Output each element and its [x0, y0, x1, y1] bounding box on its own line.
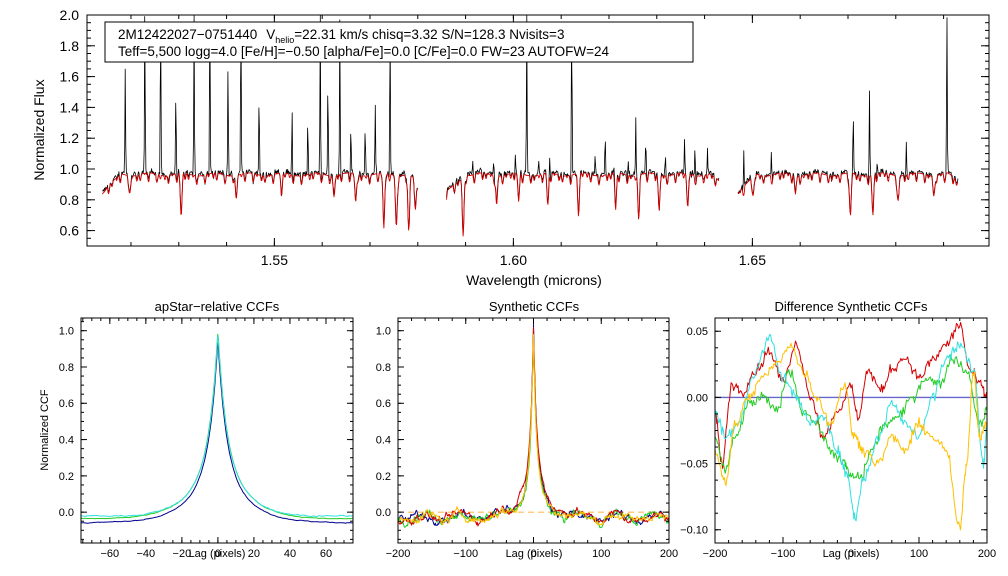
y-tick-label: 0.6 [59, 398, 74, 410]
difference-ccf-ticks: −200 −100 0 100 200 −0.10 −0.05 0.00 0.05 [680, 318, 996, 560]
y-tick-label: 0.4 [59, 435, 74, 447]
y-tick-label: 1.8 [60, 38, 80, 54]
y-tick-label: 0.8 [60, 192, 80, 208]
apstar-ccf-title: apStar−relative CCFs [155, 299, 280, 314]
spectrum-panel: 1.55 1.60 1.65 0.6 0.8 1.0 1.2 1.4 1.6 1.8 2.0 2M1… [31, 7, 990, 288]
spectrum-lines [101, 14, 959, 237]
synthetic-ccf-panel: Synthetic CCFs −200 −100 0 100 200 0.0 0.2 0.4 0… [376, 299, 678, 560]
difference-ccf-panel: Difference Synthetic CCFs −200 −100 0 100 20… [680, 299, 996, 560]
x-tick-label: 100 [592, 548, 610, 560]
y-tick-label: 1.6 [60, 69, 80, 85]
y-tick-label: 1.0 [59, 326, 74, 338]
apstar-ccf-lines [80, 333, 354, 524]
y-tick-label: 0.6 [376, 398, 391, 410]
y-tick-label: 0.6 [60, 223, 80, 239]
legend-star-id: 2M12422027−0751440 [118, 27, 257, 42]
legend-v-prefix: V [266, 27, 275, 42]
y-tick-label: 0.8 [376, 362, 391, 374]
diff-red-line [714, 322, 988, 469]
synthetic-ccf-lines [397, 324, 670, 529]
x-tick-label: −40 [137, 548, 156, 560]
y-tick-label: 2.0 [60, 7, 80, 23]
synth-green-line [397, 333, 670, 529]
synthetic-ccf-title: Synthetic CCFs [489, 299, 580, 314]
y-tick-label: 1.2 [60, 130, 80, 146]
model-spectrum-chip-3 [737, 172, 959, 216]
y-tick-label: 0.0 [59, 507, 74, 519]
diff-green-line [714, 354, 988, 480]
model-spectrum-chip-2 [446, 172, 720, 237]
x-tick-label: 40 [284, 548, 296, 560]
y-tick-label: 1.0 [376, 326, 391, 338]
observed-spectrum-chip-3 [737, 17, 959, 216]
y-tick-label: −0.10 [680, 525, 708, 537]
spectrum-legend-line2: Teff=5,500 logg=4.0 [Fe/H]=−0.50 [alpha/… [118, 44, 610, 59]
diff-orange-line [714, 342, 988, 531]
x-tick-label: 1.65 [739, 252, 766, 268]
x-tick-label: 0 [215, 548, 221, 560]
x-tick-label: −60 [100, 548, 119, 560]
x-tick-label: 0 [848, 548, 854, 560]
apstar-ccf-ylabel: Normalized CCF [39, 389, 51, 471]
legend-v-rest: =22.31 km/s chisq=3.32 S/N=128.3 Nvisits… [294, 27, 564, 42]
x-tick-label: 0 [530, 548, 536, 560]
visit-green-line [80, 333, 354, 520]
x-tick-label: 1.55 [261, 252, 288, 268]
model-spectrum-chip-1 [101, 172, 419, 231]
x-tick-label: 200 [978, 548, 996, 560]
x-tick-label: −200 [703, 548, 728, 560]
x-tick-label: 200 [660, 548, 678, 560]
y-tick-label: 0.2 [59, 471, 74, 483]
spectrum-ticks: 1.55 1.60 1.65 0.6 0.8 1.0 1.2 1.4 1.6 1.8 2.0 [60, 7, 989, 268]
x-tick-label: −20 [173, 548, 192, 560]
spectrum-xlabel: Wavelength (microns) [466, 272, 602, 288]
apstar-ccf-ticks: −60 −40 −20 0 20 40 60 0.0 0.2 0.4 0.6 0.8 1.0 [59, 318, 354, 560]
y-tick-label: 0.0 [376, 507, 391, 519]
spectrum-legend-box [104, 21, 694, 63]
y-tick-label: 1.4 [60, 99, 80, 115]
y-tick-label: 0.8 [59, 362, 74, 374]
difference-ccf-xlabel: Lag (pixels) [823, 548, 880, 560]
diff-cyan-line [714, 334, 988, 522]
x-tick-label: −200 [386, 548, 411, 560]
x-tick-label: −100 [453, 548, 478, 560]
x-tick-label: 60 [320, 548, 332, 560]
x-tick-label: −100 [771, 548, 796, 560]
difference-ccf-lines [714, 322, 988, 531]
x-tick-label: 20 [248, 548, 260, 560]
synthetic-ccf-xlabel: Lag (pixels) [506, 548, 563, 560]
spectrum-legend-line1: 2M12422027−0751440 Vhelio=22.31 km/s chis… [118, 27, 564, 45]
y-tick-label: 0.2 [376, 471, 391, 483]
spectrum-ylabel: Normalized Flux [31, 79, 47, 180]
y-tick-label: −0.05 [680, 459, 708, 471]
apstar-ccf-panel: apStar−relative CCFs −60 −40 −20 0 20 40 60 0.0… [39, 299, 354, 560]
y-tick-label: 0.05 [687, 326, 708, 338]
synthetic-ccf-ticks: −200 −100 0 100 200 0.0 0.2 0.4 0.6 0.8 1.0 [376, 318, 678, 560]
y-tick-label: 1.0 [60, 161, 80, 177]
x-tick-label: 100 [910, 548, 928, 560]
visit-blue-line [80, 342, 354, 524]
x-tick-label: 1.60 [500, 252, 527, 268]
apstar-ccf-xlabel: Lag (pixels) [189, 548, 246, 560]
visit-cyan-line [80, 335, 354, 518]
y-tick-label: 0.4 [376, 435, 391, 447]
difference-ccf-title: Difference Synthetic CCFs [775, 299, 928, 314]
legend-v-sub: helio [275, 35, 294, 45]
y-tick-label: 0.00 [687, 392, 708, 404]
synth-orange-line [397, 334, 670, 526]
